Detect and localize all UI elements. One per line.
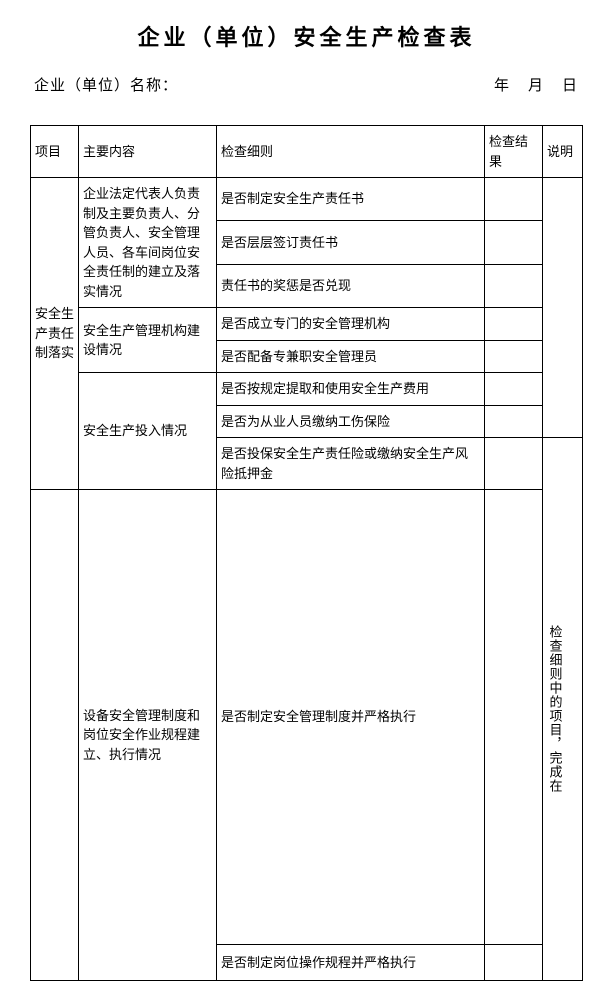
content-cell: 企业法定代表人负责制及主要负责人、分管负责人、安全管理人员、各车间岗位安全责任制… bbox=[79, 178, 217, 308]
result-cell bbox=[485, 373, 543, 406]
detail-cell: 责任书的奖惩是否兑现 bbox=[217, 264, 485, 307]
detail-cell: 是否投保安全生产责任险或缴纳安全生产风险抵押金 bbox=[217, 438, 485, 490]
header-result: 检查结果 bbox=[485, 126, 543, 178]
header-content: 主要内容 bbox=[79, 126, 217, 178]
result-cell bbox=[485, 405, 543, 438]
result-cell bbox=[485, 221, 543, 264]
note-cell: 检查细则中的项目，完成在 bbox=[543, 438, 583, 981]
result-cell bbox=[485, 264, 543, 307]
result-cell bbox=[485, 438, 543, 490]
detail-cell: 是否层层签订责任书 bbox=[217, 221, 485, 264]
table-row: 安全生产管理机构建设情况 是否成立专门的安全管理机构 bbox=[31, 308, 583, 341]
company-name-label: 企业（单位）名称： bbox=[34, 74, 178, 95]
header-note: 说明 bbox=[543, 126, 583, 178]
table-header-row: 项目 主要内容 检查细则 检查结果 说明 bbox=[31, 126, 583, 178]
result-cell bbox=[485, 490, 543, 945]
detail-cell: 是否制定安全生产责任书 bbox=[217, 178, 485, 221]
project-cell: 安全生产责任制落实 bbox=[31, 178, 79, 490]
note-cell bbox=[543, 178, 583, 438]
detail-cell: 是否按规定提取和使用安全生产费用 bbox=[217, 373, 485, 406]
content-cell: 设备安全管理制度和岗位安全作业规程建立、执行情况 bbox=[79, 490, 217, 981]
header-row: 企业（单位）名称： 年 月 日 bbox=[30, 74, 583, 95]
inspection-table: 项目 主要内容 检查细则 检查结果 说明 安全生产责任制落实 企业法定代表人负责… bbox=[30, 125, 583, 981]
result-cell bbox=[485, 945, 543, 981]
header-detail: 检查细则 bbox=[217, 126, 485, 178]
detail-cell: 是否为从业人员缴纳工伤保险 bbox=[217, 405, 485, 438]
content-cell: 安全生产管理机构建设情况 bbox=[79, 308, 217, 373]
content-cell: 安全生产投入情况 bbox=[79, 373, 217, 490]
date-label: 年 月 日 bbox=[494, 74, 579, 95]
detail-cell: 是否制定岗位操作规程并严格执行 bbox=[217, 945, 485, 981]
table-row: 安全生产责任制落实 企业法定代表人负责制及主要负责人、分管负责人、安全管理人员、… bbox=[31, 178, 583, 221]
project-cell bbox=[31, 490, 79, 981]
document-title: 企业（单位）安全生产检查表 bbox=[30, 20, 583, 52]
result-cell bbox=[485, 178, 543, 221]
detail-cell: 是否制定安全管理制度并严格执行 bbox=[217, 490, 485, 945]
table-row: 安全生产投入情况 是否按规定提取和使用安全生产费用 bbox=[31, 373, 583, 406]
result-cell bbox=[485, 340, 543, 373]
detail-cell: 是否配备专兼职安全管理员 bbox=[217, 340, 485, 373]
header-project: 项目 bbox=[31, 126, 79, 178]
result-cell bbox=[485, 308, 543, 341]
table-row: 设备安全管理制度和岗位安全作业规程建立、执行情况 是否制定安全管理制度并严格执行 bbox=[31, 490, 583, 945]
detail-cell: 是否成立专门的安全管理机构 bbox=[217, 308, 485, 341]
